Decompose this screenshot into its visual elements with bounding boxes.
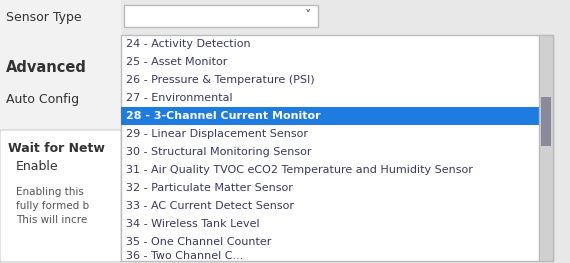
Text: Sensor Type: Sensor Type [6,11,82,23]
Text: 29 - Linear Displacement Sensor: 29 - Linear Displacement Sensor [126,129,308,139]
Text: 32 - Particulate Matter Sensor: 32 - Particulate Matter Sensor [126,183,293,193]
Bar [540,97,551,146]
Text: 24 - Activity Detection: 24 - Activity Detection [126,39,251,49]
Text: 36 - Two Channel C...: 36 - Two Channel C... [126,251,243,261]
Text: This will incre: This will incre [16,215,87,225]
Bar [539,35,552,261]
Text: fully formed b: fully formed b [16,201,89,211]
Text: 25 - Asset Monitor: 25 - Asset Monitor [126,57,227,67]
Text: 27 - Environmental: 27 - Environmental [126,93,233,103]
Text: 35 - One Channel Counter: 35 - One Channel Counter [126,237,271,247]
FancyBboxPatch shape [124,5,318,27]
Bar [121,107,539,125]
Text: Enabling this: Enabling this [16,187,84,197]
Text: Enable: Enable [16,159,59,173]
Bar [0,0,121,263]
Text: 30 - Structural Monitoring Sensor: 30 - Structural Monitoring Sensor [126,147,312,157]
Text: Wait for Netw: Wait for Netw [8,141,105,154]
Text: 26 - Pressure & Temperature (PSI): 26 - Pressure & Temperature (PSI) [126,75,315,85]
Text: 33 - AC Current Detect Sensor: 33 - AC Current Detect Sensor [126,201,294,211]
Text: Auto Config: Auto Config [6,94,79,107]
FancyBboxPatch shape [0,130,121,262]
Bar [121,35,552,261]
Text: Advanced: Advanced [6,60,87,75]
Text: ˅: ˅ [305,9,311,23]
Text: 28 - 3-Channel Current Monitor: 28 - 3-Channel Current Monitor [126,111,321,121]
Text: 31 - Air Quality TVOC eCO2 Temperature and Humidity Sensor: 31 - Air Quality TVOC eCO2 Temperature a… [126,165,473,175]
Text: 34 - Wireless Tank Level: 34 - Wireless Tank Level [126,219,260,229]
